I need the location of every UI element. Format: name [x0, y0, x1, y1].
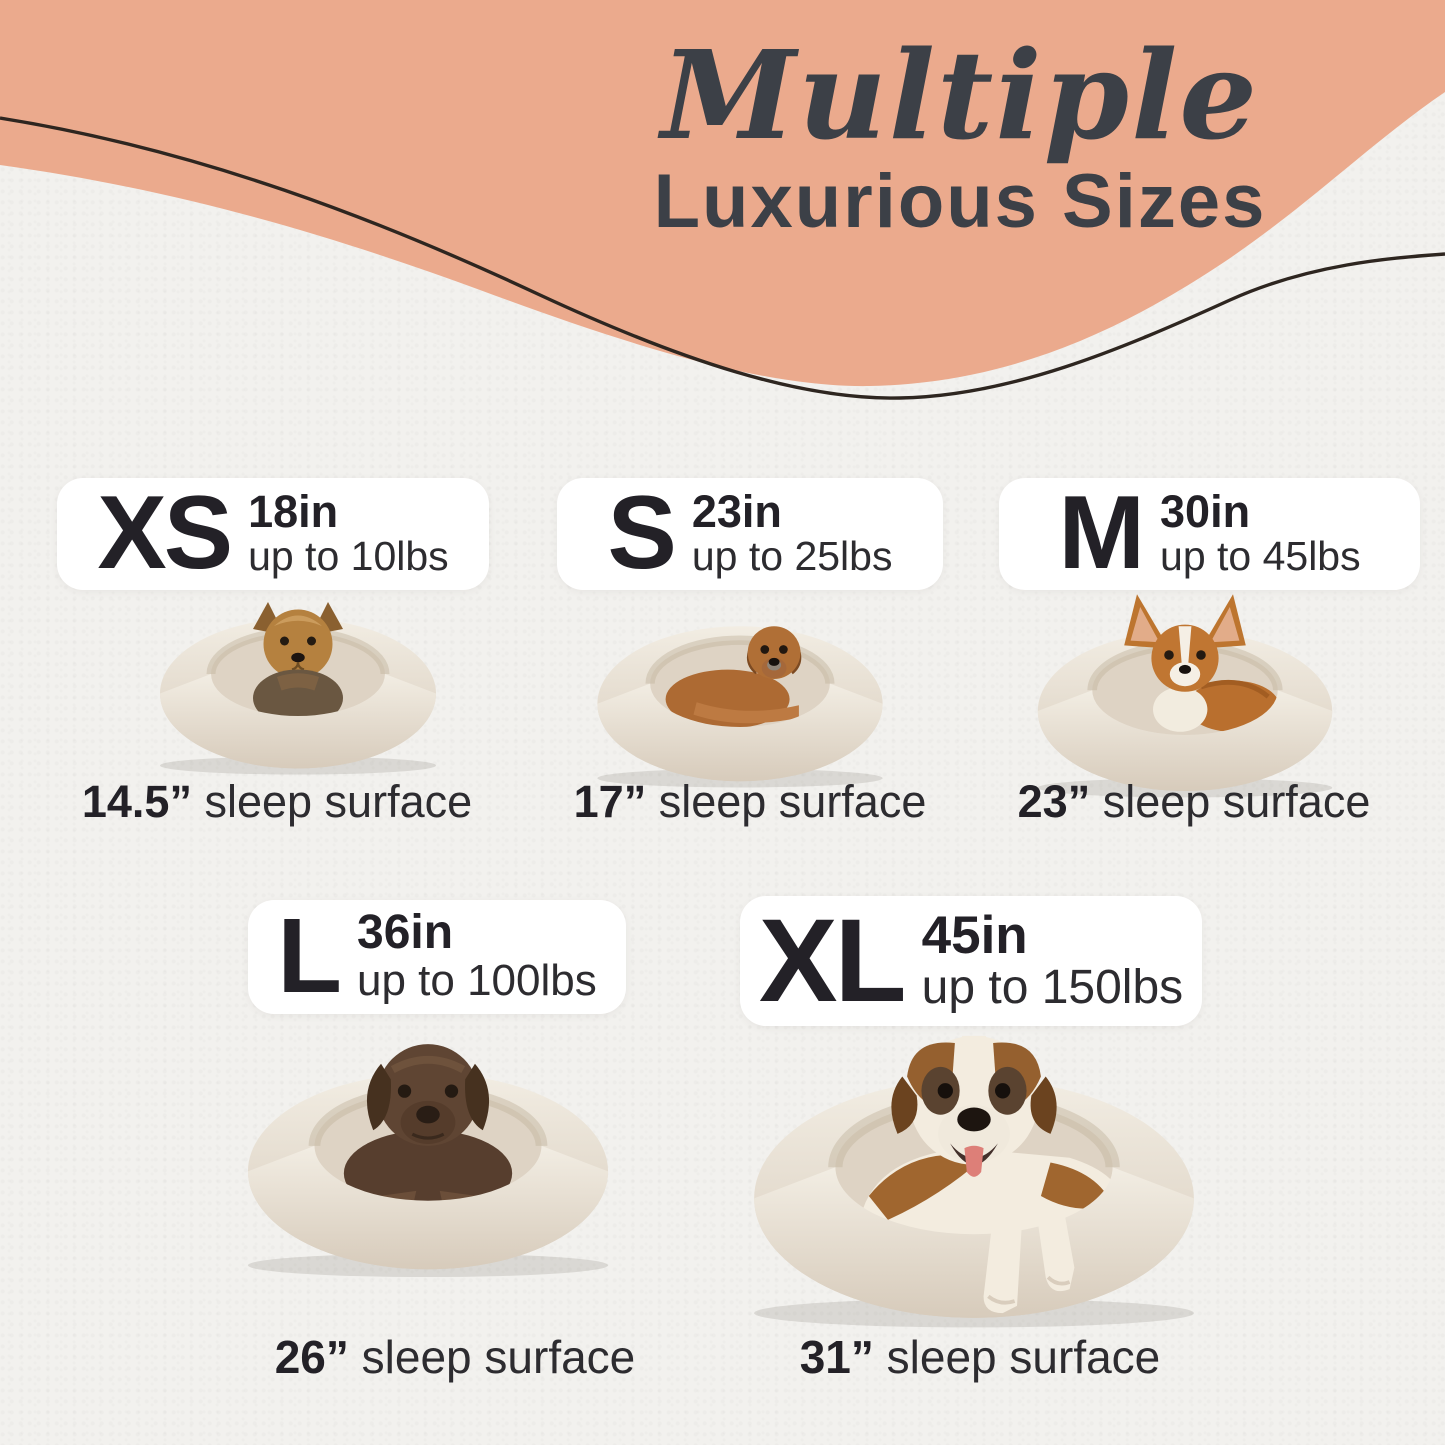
size-card-s: S 23in up to 25lbs [557, 478, 943, 590]
weight-capacity-m: up to 45lbs [1160, 533, 1361, 580]
dimension-xs: 18in [248, 486, 339, 538]
weight-capacity-l: up to 100lbs [357, 956, 597, 1006]
corgi-illustration [1124, 594, 1280, 732]
weight-capacity-xl: up to 150lbs [921, 960, 1184, 1014]
sleep-surface-text-xs: sleep surface [191, 776, 473, 827]
peach-blob [0, 0, 1445, 387]
sleep-surface-text-m: sleep surface [1090, 776, 1371, 827]
size-card-xl: XL 45in up to 150lbs [740, 896, 1202, 1026]
donut-bed-front-rim [247, 1145, 609, 1270]
sleep-surface-xs: 14.5” sleep surface [62, 776, 492, 828]
sleep-surface-text-l: sleep surface [348, 1331, 636, 1383]
donut-bed-front-rim [160, 674, 436, 769]
dog-photo-corgi [1025, 575, 1345, 799]
donut-bed-front-rim [597, 683, 883, 782]
dog-photo-saint-bernard [735, 995, 1213, 1330]
dimension-l: 36in [357, 906, 454, 960]
page-title: Multiple Luxurious Sizes [520, 28, 1400, 240]
accent-curve-line [0, 116, 1445, 400]
sleep-surface-m: 23” sleep surface [984, 776, 1404, 828]
donut-bed-front-rim [754, 1167, 1194, 1318]
weight-capacity-xs: up to 10lbs [248, 533, 449, 580]
size-card-m: M 30in up to 45lbs [999, 478, 1420, 590]
dimension-m: 30in [1160, 486, 1251, 538]
sleep-surface-s: 17” sleep surface [550, 776, 950, 828]
sleep-surface-text-s: sleep surface [646, 776, 927, 827]
sleep-surface-value-l: 26” [274, 1331, 349, 1383]
size-letter-l: L [277, 897, 342, 1016]
weight-capacity-s: up to 25lbs [691, 533, 893, 580]
size-card-xs: XS 18in up to 10lbs [57, 478, 489, 590]
header-wave-shape [0, 0, 1445, 400]
yorkshire-terrier-illustration [253, 602, 343, 727]
sleep-surface-text-xl: sleep surface [873, 1331, 1161, 1383]
sleep-surface-value-xl: 31” [799, 1331, 874, 1383]
size-letter-xs: XS [97, 475, 233, 592]
dog-photo-dachshund [585, 572, 895, 789]
dog-photo-yorkshire-terrier [148, 566, 448, 776]
dachshund-illustration [665, 626, 802, 729]
sleep-surface-value-m: 23” [1017, 776, 1091, 827]
size-letter-m: M [1058, 475, 1145, 592]
sleep-surface-value-s: 17” [573, 776, 647, 827]
size-card-l: L 36in up to 100lbs [248, 900, 626, 1014]
title-script-word: Multiple [660, 23, 1260, 167]
chocolate-labrador-illustration [343, 1044, 513, 1217]
size-letter-xl: XL [758, 894, 907, 1027]
dimension-s: 23in [691, 486, 782, 538]
sleep-surface-value-xs: 14.5” [81, 776, 192, 827]
saint-bernard-front-paws [983, 1210, 1075, 1314]
dog-photo-chocolate-labrador [232, 1005, 624, 1279]
sleep-surface-xl: 31” sleep surface [760, 1330, 1200, 1384]
dimension-xl: 45in [921, 905, 1028, 965]
donut-bed-front-rim [1037, 690, 1333, 791]
title-bold-words: Luxurious Sizes [653, 159, 1267, 245]
sleep-surface-l: 26” sleep surface [245, 1330, 665, 1384]
size-letter-s: S [607, 475, 677, 592]
